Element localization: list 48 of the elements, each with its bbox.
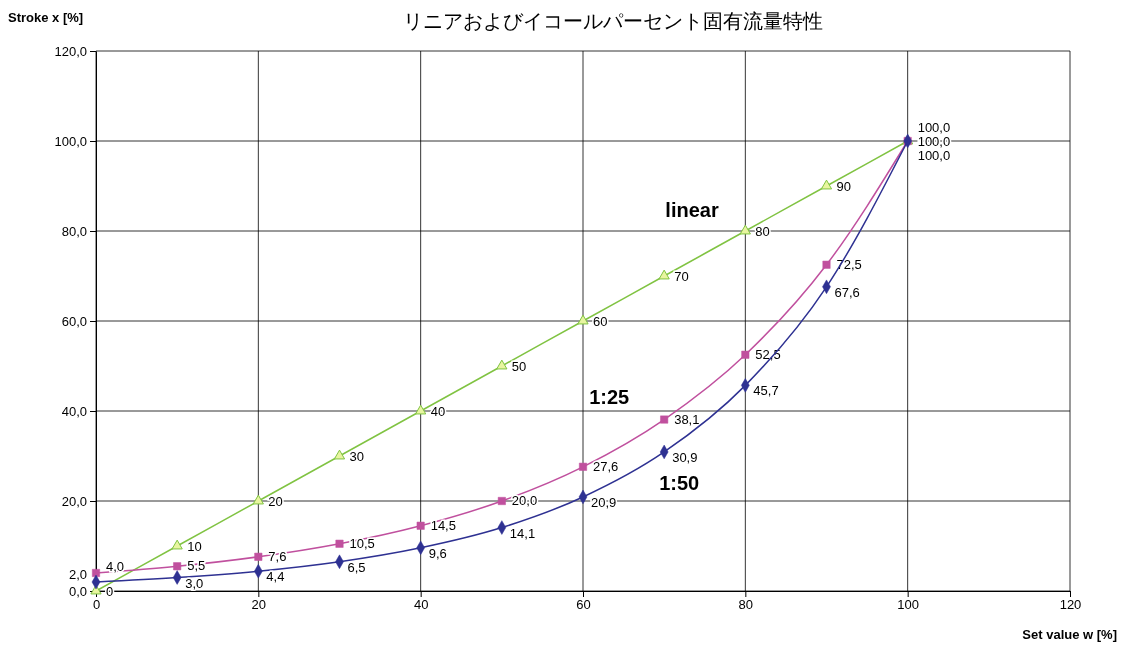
- data-label: 90: [836, 179, 851, 194]
- x-axis-title: Set value w [%]: [1022, 627, 1117, 642]
- y-tick-label: 120,0: [54, 43, 87, 59]
- y-axis-title: Stroke x [%]: [8, 10, 84, 25]
- y-tick-label: 100,0: [54, 133, 87, 149]
- x-tick-label: 40: [413, 597, 429, 613]
- data-label: 4,0: [106, 559, 125, 574]
- data-label: 60: [593, 314, 608, 329]
- data-label: 20,9: [591, 494, 617, 510]
- data-label: 70: [674, 269, 689, 284]
- data-label: 6,5: [347, 559, 366, 575]
- x-tick-label: 0: [92, 597, 101, 613]
- y-tick-label: 60,0: [61, 313, 87, 329]
- y-tick-label: 0,0: [68, 583, 87, 599]
- data-label: 14,1: [509, 525, 536, 541]
- data-label: 30: [349, 449, 364, 464]
- data-label: 40: [430, 404, 446, 419]
- data-label: 38,1: [674, 411, 700, 427]
- data-label: 100,0: [917, 134, 951, 149]
- x-tick-label: 120: [1059, 597, 1082, 613]
- x-tick-label: 80: [738, 597, 754, 613]
- data-label: 20: [268, 494, 283, 509]
- series-label: 1:50: [659, 471, 700, 494]
- data-label: 27,6: [593, 458, 619, 474]
- data-label: 20,0: [511, 493, 538, 508]
- data-label: 3,0: [185, 575, 204, 591]
- data-label: 100,0: [917, 148, 951, 163]
- x-tick-label: 60: [576, 597, 591, 613]
- chart-title: リニアおよびイコールパーセント固有流量特性: [403, 10, 823, 32]
- data-label: 100,0: [917, 120, 951, 135]
- data-label: 50: [511, 359, 527, 374]
- data-label: 45,7: [753, 383, 779, 399]
- x-tick-label: 20: [251, 597, 267, 613]
- y-tick-label: 80,0: [61, 223, 87, 239]
- data-label: 2,0: [69, 567, 88, 582]
- series-label: linear: [665, 199, 719, 221]
- data-label: 9,6: [428, 545, 447, 561]
- y-tick-label: 40,0: [61, 403, 87, 419]
- data-label: 10: [187, 539, 202, 554]
- y-tick-label: 20,0: [61, 493, 87, 509]
- data-label: 67,6: [834, 284, 860, 300]
- data-label: 14,5: [430, 517, 456, 533]
- data-label: 80: [755, 224, 770, 239]
- data-label: 4,4: [266, 569, 285, 585]
- data-label: 10,5: [349, 535, 375, 551]
- x-tick-label: 100: [897, 597, 920, 613]
- data-label: 30,9: [672, 449, 698, 465]
- series-label: 1:25: [589, 385, 630, 408]
